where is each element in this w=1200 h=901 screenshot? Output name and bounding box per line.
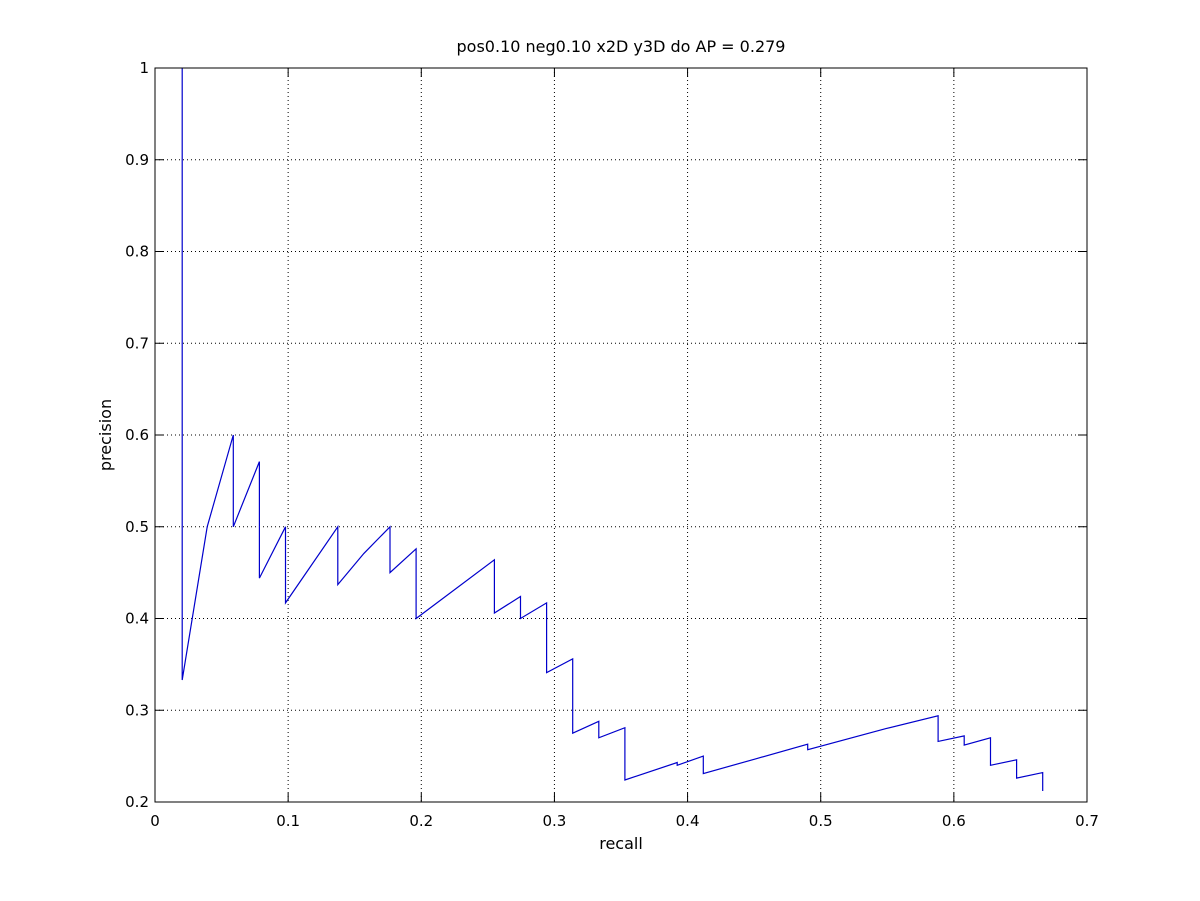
x-tick-label: 0.6 xyxy=(942,812,966,830)
y-axis-label: precision xyxy=(96,399,115,471)
chart-title: pos0.10 neg0.10 x2D y3D do AP = 0.279 xyxy=(457,37,786,56)
x-tick-label: 0.2 xyxy=(409,812,433,830)
x-tick-label: 0.4 xyxy=(676,812,700,830)
y-tick-label: 0.2 xyxy=(125,793,149,811)
y-tick-label: 0.8 xyxy=(125,243,149,261)
y-tick-label: 0.5 xyxy=(125,518,149,536)
y-tick-label: 1 xyxy=(139,59,149,77)
y-tick-label: 0.9 xyxy=(125,151,149,169)
x-tick-label: 0.3 xyxy=(542,812,566,830)
x-tick-label: 0 xyxy=(150,812,160,830)
y-tick-label: 0.4 xyxy=(125,610,149,628)
y-axis-tick-labels: 0.2 0.3 0.4 0.5 0.6 0.7 0.8 0.9 1 xyxy=(125,59,149,811)
x-axis-label: recall xyxy=(599,834,643,853)
x-tick-label: 0.5 xyxy=(809,812,833,830)
axes-box xyxy=(154,67,1088,803)
x-tick-label: 0.1 xyxy=(276,812,300,830)
x-tick-label: 0.7 xyxy=(1075,812,1099,830)
x-axis-tick-labels: 0 0.1 0.2 0.3 0.4 0.5 0.6 0.7 xyxy=(150,812,1099,830)
y-tick-label: 0.3 xyxy=(125,701,149,719)
plot-area xyxy=(181,68,1044,791)
y-tick-label: 0.6 xyxy=(125,426,149,444)
grid-lines xyxy=(155,68,1087,802)
precision-recall-curve xyxy=(181,68,1044,791)
y-tick-label: 0.7 xyxy=(125,334,149,352)
